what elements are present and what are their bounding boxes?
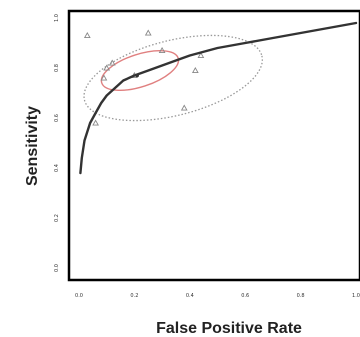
study-point-1: [144, 29, 152, 36]
prediction-region: [83, 34, 263, 122]
x-axis-title: False Positive Rate: [156, 320, 302, 337]
y-tick-label-3: 0.6: [54, 114, 60, 122]
x-axis-ticks: 0.0 0.2 0.4 0.6 0.8 1.0: [75, 293, 360, 299]
study-point-5: [158, 46, 166, 54]
sroc-curve: [79, 21, 358, 175]
y-tick-label-0: 0.0: [54, 264, 60, 272]
y-tick-label-1: 0.2: [54, 214, 60, 222]
study-point-2: [103, 64, 111, 71]
study-point-0: [83, 31, 91, 39]
x-tick-label-2: 0.4: [186, 293, 194, 299]
x-tick-label-1: 0.2: [130, 293, 138, 299]
y-tick-label-5: 1.0: [54, 14, 60, 22]
x-tick-label-4: 0.8: [297, 293, 305, 299]
x-tick-label-5: 1.0: [352, 293, 360, 299]
y-axis-ticks: 0.0 0.2 0.4 0.6 0.8 1.0: [54, 14, 60, 272]
y-tick-label-2: 0.4: [54, 164, 60, 172]
y-tick-label-4: 0.8: [54, 64, 60, 72]
prediction-region-group: [83, 34, 263, 122]
study-point-6: [191, 66, 199, 74]
plot-frame: [67, 9, 360, 282]
y-axis-title: Sensitivity: [24, 106, 41, 186]
study-point-4: [100, 74, 108, 81]
study-point-7: [180, 104, 188, 111]
confidence-region: [100, 49, 180, 92]
confidence-region-group: [100, 49, 180, 92]
sroc-curve-group: [79, 21, 358, 175]
study-point-3: [108, 59, 116, 66]
x-tick-label-3: 0.6: [241, 293, 249, 299]
study-point-8: [92, 119, 99, 126]
x-tick-label-0: 0.0: [75, 293, 83, 299]
study-point-10: [197, 51, 205, 59]
